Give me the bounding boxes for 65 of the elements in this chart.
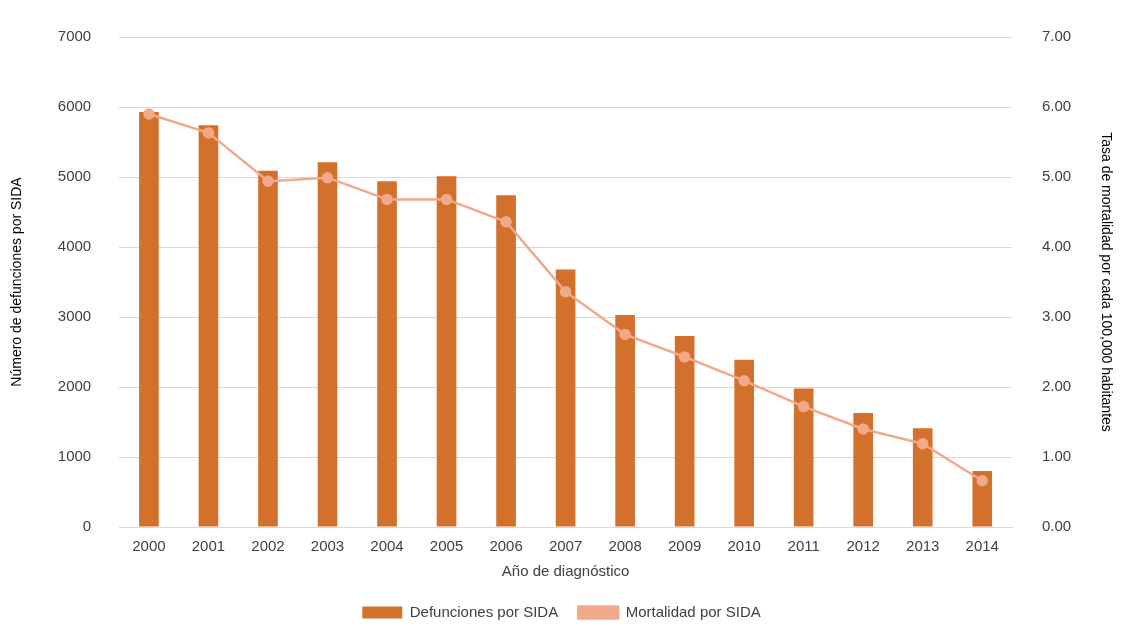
y2-tick-label: 0.00 bbox=[1042, 517, 1072, 535]
x-tick-label: 2012 bbox=[846, 537, 880, 555]
point bbox=[976, 475, 988, 487]
point bbox=[619, 328, 631, 341]
point bbox=[678, 351, 691, 363]
x-tick-label: 2005 bbox=[429, 537, 464, 555]
y2-tick-label: 1.00 bbox=[1042, 447, 1072, 465]
y-tick-label: 0 bbox=[82, 517, 92, 535]
point bbox=[440, 193, 453, 206]
y2-tick-label: 2.00 bbox=[1042, 377, 1072, 395]
y-axis-title: Número de defunciones por SIDA bbox=[8, 176, 25, 387]
x-tick-label: 2007 bbox=[548, 537, 583, 555]
point bbox=[559, 286, 572, 298]
x-tick-label: 2010 bbox=[727, 537, 761, 555]
bar bbox=[853, 412, 874, 527]
x-tick-label: 2006 bbox=[489, 537, 523, 555]
bar bbox=[198, 125, 219, 527]
point bbox=[738, 374, 750, 387]
bar bbox=[793, 388, 814, 527]
legend-label: Defunciones por SIDA bbox=[409, 602, 559, 620]
y-tick-label: 5000 bbox=[57, 167, 92, 185]
y-tick-label: 6000 bbox=[57, 97, 92, 115]
point bbox=[262, 175, 274, 187]
x-tick-label: 2003 bbox=[310, 537, 345, 555]
point bbox=[500, 216, 512, 228]
x-tick-label: 2014 bbox=[965, 537, 999, 555]
point bbox=[916, 437, 929, 450]
point bbox=[797, 400, 810, 413]
bar bbox=[377, 181, 397, 527]
bar bbox=[496, 195, 516, 527]
y-tick-label: 2000 bbox=[57, 377, 92, 395]
y-tick-label: 4000 bbox=[57, 237, 92, 255]
y-tick-label: 1000 bbox=[57, 447, 92, 465]
legend-label: Mortalidad por SIDA bbox=[625, 602, 761, 620]
x-tick-label: 2004 bbox=[370, 537, 404, 555]
point bbox=[321, 171, 334, 184]
bar bbox=[912, 428, 933, 527]
point bbox=[143, 108, 155, 120]
bar bbox=[615, 314, 635, 527]
x-tick-label: 2008 bbox=[608, 537, 642, 555]
y-tick-label: 7000 bbox=[57, 27, 92, 45]
bar bbox=[317, 162, 338, 527]
x-tick-label: 2000 bbox=[132, 537, 166, 555]
bar bbox=[139, 111, 159, 527]
bar bbox=[436, 176, 457, 527]
bar bbox=[734, 359, 754, 527]
y2-tick-label: 3.00 bbox=[1042, 307, 1072, 325]
x-tick-label: 2002 bbox=[251, 537, 285, 555]
x-axis-title: Año de diagnóstico bbox=[501, 562, 630, 580]
y2-tick-label: 7.00 bbox=[1042, 27, 1072, 45]
x-tick-label: 2011 bbox=[787, 537, 820, 555]
bar bbox=[674, 335, 695, 527]
x-tick-label: 2009 bbox=[667, 537, 702, 555]
point bbox=[202, 127, 215, 139]
bar bbox=[555, 269, 576, 527]
x-tick-label: 2013 bbox=[906, 537, 940, 555]
y2-tick-label: 4.00 bbox=[1042, 237, 1072, 255]
y2-axis-title: Tasa de mortalidad por cada 100,000 habitantes bbox=[1098, 132, 1115, 432]
point bbox=[381, 193, 393, 206]
y-tick-label: 3000 bbox=[57, 307, 92, 325]
x-tick-label: 2001 bbox=[191, 537, 226, 555]
point bbox=[857, 423, 869, 435]
y2-tick-label: 6.00 bbox=[1042, 97, 1072, 115]
bar bbox=[258, 170, 278, 527]
y2-tick-label: 5.00 bbox=[1042, 167, 1072, 185]
